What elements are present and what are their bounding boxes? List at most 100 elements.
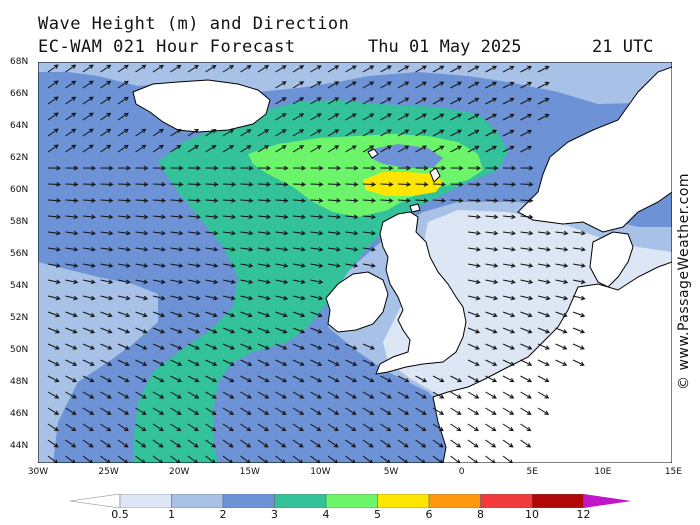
direction-arrow <box>520 246 534 252</box>
direction-arrow <box>82 165 97 171</box>
direction-arrow <box>537 263 551 268</box>
direction-arrow <box>485 65 498 73</box>
direction-arrow <box>205 263 219 268</box>
legend-swatch <box>171 494 224 508</box>
direction-arrow <box>292 295 306 301</box>
direction-arrow <box>65 165 79 171</box>
direction-arrow <box>135 279 149 285</box>
direction-arrow <box>205 145 217 153</box>
direction-arrow <box>222 246 236 252</box>
direction-arrow <box>47 295 61 301</box>
direction-arrow <box>205 165 219 171</box>
direction-arrow <box>415 145 427 153</box>
direction-arrow <box>362 214 376 220</box>
direction-arrow <box>310 65 322 73</box>
direction-arrow <box>257 129 270 137</box>
direction-arrow <box>205 311 218 318</box>
direction-arrow <box>537 343 550 350</box>
direction-arrow <box>65 198 79 203</box>
direction-arrow <box>47 165 62 171</box>
direction-arrow <box>100 423 112 432</box>
direction-arrow <box>415 81 427 89</box>
direction-arrow <box>82 423 94 432</box>
direction-arrow <box>432 129 445 137</box>
direction-arrow <box>47 112 59 121</box>
direction-arrow <box>397 198 412 203</box>
direction-arrow <box>537 230 551 236</box>
direction-arrow <box>275 375 288 383</box>
direction-arrow <box>152 391 165 399</box>
direction-arrow <box>170 198 184 203</box>
direction-arrow <box>275 230 289 236</box>
direction-arrow <box>502 279 516 285</box>
direction-arrow <box>65 230 79 236</box>
direction-arrow <box>65 112 77 121</box>
direction-arrow <box>345 359 358 366</box>
direction-arrow <box>100 391 112 399</box>
direction-arrow <box>47 359 60 366</box>
direction-arrow <box>82 144 94 153</box>
direction-arrow <box>100 311 113 318</box>
direction-arrow <box>345 81 357 89</box>
lat-label: 50N <box>10 345 29 355</box>
direction-arrow <box>415 439 427 448</box>
direction-arrow <box>362 65 375 73</box>
direction-arrow <box>100 295 114 301</box>
direction-arrow <box>362 391 375 399</box>
direction-arrow <box>362 198 377 203</box>
direction-arrow <box>65 423 77 432</box>
direction-arrow <box>47 144 59 153</box>
direction-arrow <box>240 214 254 220</box>
direction-arrow <box>520 165 534 171</box>
direction-arrow <box>537 279 551 285</box>
direction-arrow <box>187 181 202 187</box>
direction-arrow <box>47 439 59 448</box>
direction-arrow <box>170 295 184 301</box>
direction-arrow <box>397 113 410 121</box>
direction-arrow <box>520 295 534 301</box>
direction-arrow <box>222 165 237 171</box>
direction-arrow <box>170 391 182 399</box>
direction-arrow <box>502 230 516 236</box>
legend-swatch <box>222 494 275 508</box>
direction-arrow <box>485 327 498 334</box>
direction-arrow <box>100 246 114 252</box>
direction-arrow <box>222 359 235 366</box>
direction-arrow <box>65 214 79 220</box>
lat-label: 66N <box>10 89 29 99</box>
direction-arrow <box>432 81 445 89</box>
direction-arrow <box>327 97 340 105</box>
direction-arrow <box>292 391 305 399</box>
direction-arrow <box>117 359 130 366</box>
legend-swatch <box>119 494 172 508</box>
direction-arrow <box>310 439 322 448</box>
shetland-islands <box>429 167 441 183</box>
direction-arrow <box>520 327 533 334</box>
direction-arrow <box>47 423 59 432</box>
direction-arrow <box>257 359 270 366</box>
direction-arrow <box>205 439 217 448</box>
direction-arrow <box>170 144 182 153</box>
direction-arrow <box>65 359 78 366</box>
direction-arrow <box>310 113 322 121</box>
direction-arrow <box>450 198 464 203</box>
direction-arrow <box>327 359 340 366</box>
direction-arrow <box>82 311 96 318</box>
direction-arrow <box>135 295 149 301</box>
direction-arrow <box>310 423 322 432</box>
direction-arrow <box>222 145 235 153</box>
direction-arrow <box>257 198 272 203</box>
direction-arrow <box>397 165 412 171</box>
faroe-islands <box>367 148 379 159</box>
direction-arrow <box>572 359 585 366</box>
direction-arrow <box>502 327 516 334</box>
direction-arrow <box>240 246 254 252</box>
direction-arrow <box>520 423 532 432</box>
direction-arrow <box>187 64 199 73</box>
direction-arrow <box>572 246 586 252</box>
direction-arrow <box>222 343 235 350</box>
direction-arrow <box>82 96 94 105</box>
direction-arrow <box>135 423 147 432</box>
direction-arrow <box>502 391 515 399</box>
direction-arrow <box>450 391 462 399</box>
